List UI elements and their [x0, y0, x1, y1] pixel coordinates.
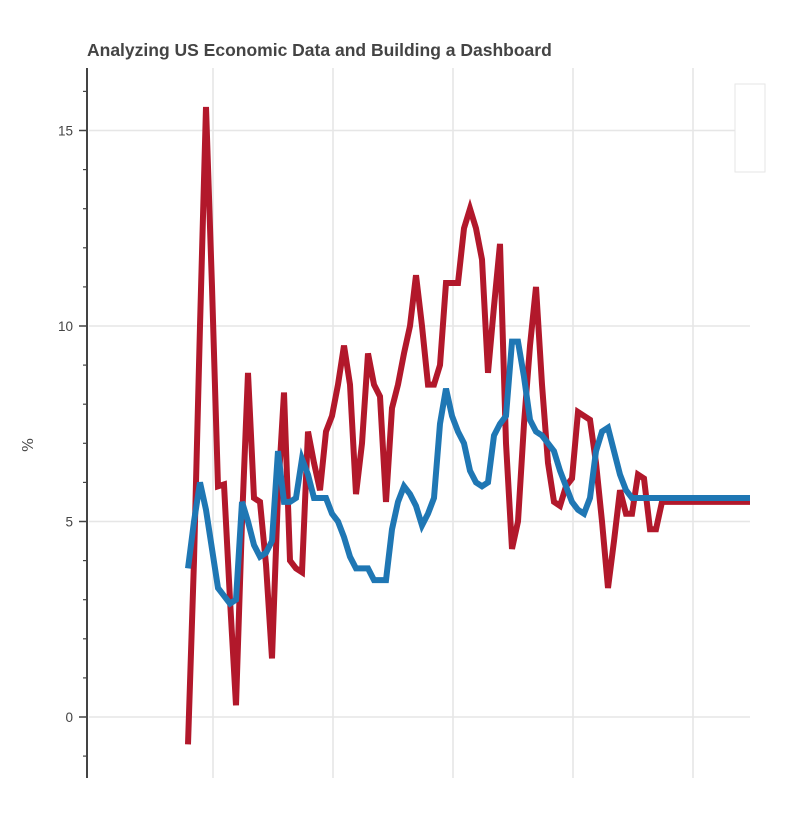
chart-title: Analyzing US Economic Data and Building … [87, 40, 552, 60]
y-axis-label: % [19, 438, 37, 452]
y-tick-label: 10 [58, 319, 73, 334]
series-line-2 [185, 338, 750, 608]
legend-box [734, 83, 766, 173]
y-tick-label: 15 [58, 124, 73, 139]
series-lines [185, 106, 750, 745]
y-axis: 0 5 10 15% [19, 68, 88, 778]
series-line-1 [185, 106, 750, 745]
y-tick-label: 5 [65, 515, 73, 530]
y-tick-label: 0 [65, 710, 73, 725]
